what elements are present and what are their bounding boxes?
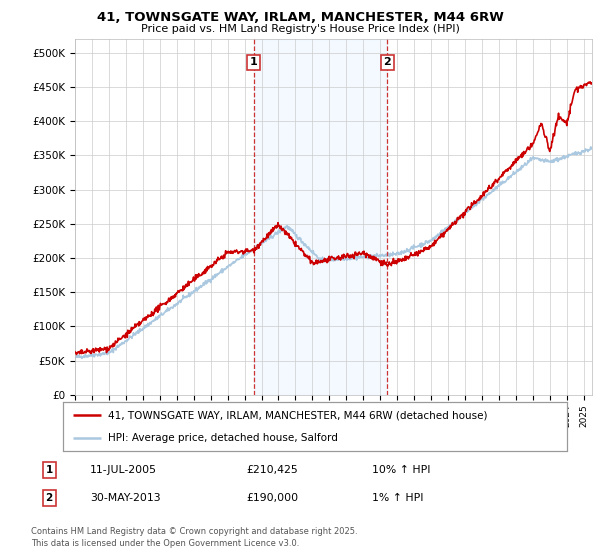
Text: £210,425: £210,425 — [246, 465, 298, 475]
Bar — [254, 39, 387, 395]
Text: 1: 1 — [46, 465, 53, 475]
Text: 1% ↑ HPI: 1% ↑ HPI — [372, 493, 424, 503]
Text: 10% ↑ HPI: 10% ↑ HPI — [372, 465, 431, 475]
Text: £190,000: £190,000 — [246, 493, 298, 503]
Text: 2: 2 — [46, 493, 53, 503]
Text: 30-MAY-2013: 30-MAY-2013 — [90, 493, 161, 503]
Text: Contains HM Land Registry data © Crown copyright and database right 2025.
This d: Contains HM Land Registry data © Crown c… — [31, 527, 358, 548]
Text: HPI: Average price, detached house, Salford: HPI: Average price, detached house, Salf… — [109, 433, 338, 444]
Text: Price paid vs. HM Land Registry's House Price Index (HPI): Price paid vs. HM Land Registry's House … — [140, 24, 460, 34]
Text: 41, TOWNSGATE WAY, IRLAM, MANCHESTER, M44 6RW (detached house): 41, TOWNSGATE WAY, IRLAM, MANCHESTER, M4… — [109, 410, 488, 421]
Text: 41, TOWNSGATE WAY, IRLAM, MANCHESTER, M44 6RW: 41, TOWNSGATE WAY, IRLAM, MANCHESTER, M4… — [97, 11, 503, 24]
Text: 1: 1 — [250, 57, 257, 67]
Text: 2: 2 — [383, 57, 391, 67]
Text: 11-JUL-2005: 11-JUL-2005 — [90, 465, 157, 475]
